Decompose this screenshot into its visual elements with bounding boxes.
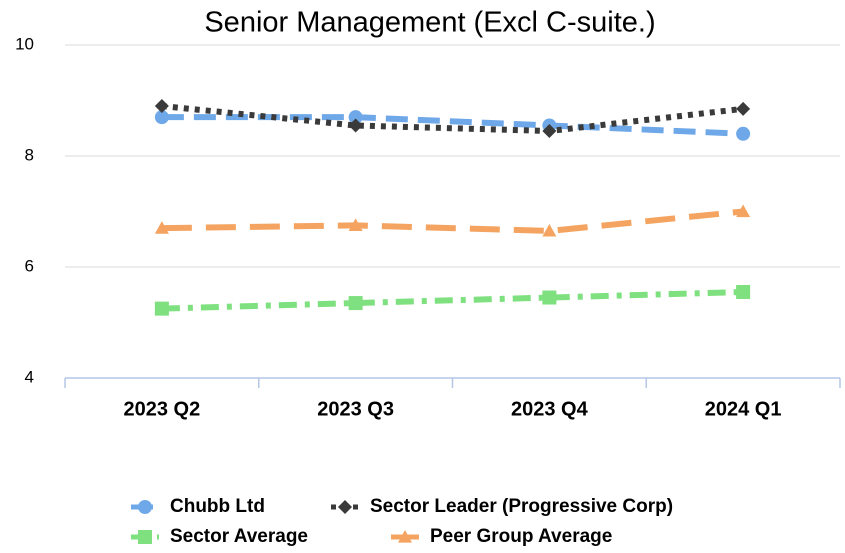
- marker: [542, 124, 557, 139]
- chart-title: Senior Management (Excl C-suite.): [204, 7, 655, 39]
- legend-label: Peer Group Average: [430, 526, 612, 547]
- marker: [736, 204, 751, 218]
- x-tick-label: 2024 Q1: [705, 398, 782, 420]
- marker: [348, 296, 363, 311]
- marker: [348, 118, 363, 133]
- marker: [542, 290, 557, 305]
- y-tick-label: 6: [25, 256, 34, 275]
- legend-label: Chubb Ltd: [170, 496, 265, 517]
- y-tick-label: 10: [15, 34, 34, 53]
- legend-marker: [338, 500, 352, 514]
- series-line: [161, 114, 744, 137]
- marker: [154, 99, 169, 114]
- marker: [542, 223, 557, 237]
- marker: [348, 218, 363, 231]
- legend-marker: [138, 500, 152, 514]
- series-line: [161, 103, 744, 135]
- legend-marker: [398, 530, 412, 543]
- x-tick-label: 2023 Q3: [317, 398, 394, 420]
- series-line: [161, 288, 744, 312]
- x-tick-label: 2023 Q4: [511, 398, 589, 420]
- marker: [154, 110, 169, 125]
- marker: [736, 126, 751, 141]
- marker: [154, 221, 169, 234]
- marker: [154, 301, 169, 316]
- legend-marker: [138, 530, 152, 544]
- x-tick-label: 2023 Q2: [124, 398, 201, 420]
- marker: [736, 101, 751, 116]
- legend-label: Sector Leader (Progressive Corp): [370, 496, 673, 517]
- legend-label: Sector Average: [170, 526, 308, 547]
- marker: [736, 284, 751, 299]
- series-line: [161, 208, 744, 234]
- y-tick-label: 4: [25, 367, 34, 386]
- y-tick-label: 8: [25, 145, 34, 164]
- marker: [348, 110, 363, 125]
